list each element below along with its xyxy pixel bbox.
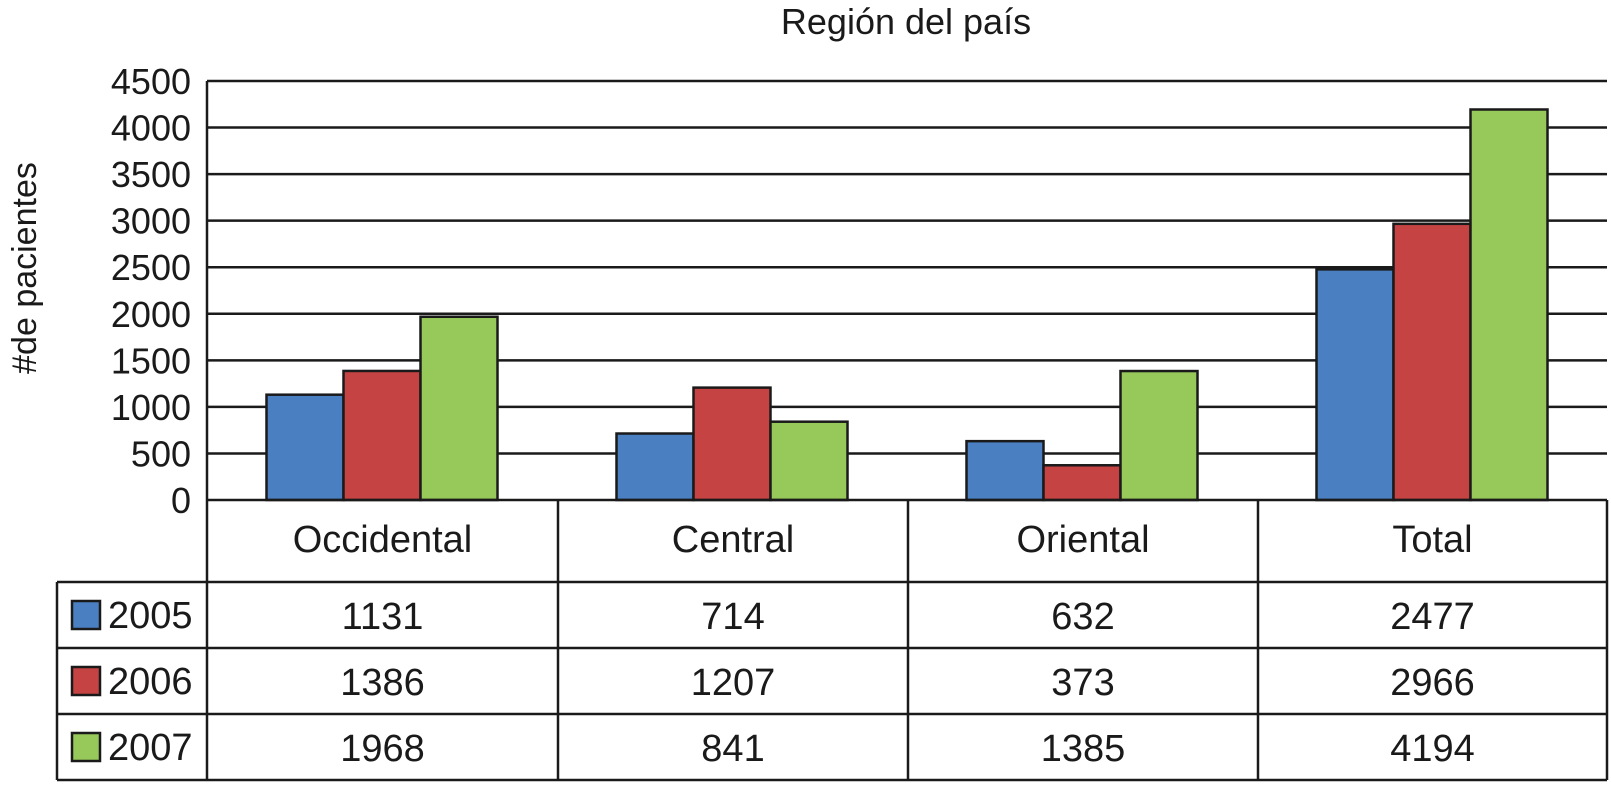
y-tick-label: 4000: [111, 108, 191, 149]
legend-swatch-2006: [70, 665, 102, 697]
data-label: 4194: [1390, 728, 1475, 770]
data-label: 841: [701, 728, 764, 770]
chart-title: Región del país: [781, 1, 1031, 42]
legend-swatch-2005: [70, 599, 102, 631]
bar-2005-total: [1315, 268, 1395, 502]
data-label: 632: [1051, 596, 1114, 638]
y-axis-ticks: 0 500 1000 1500 2000 2500 3000 3500 4000 4500: [111, 61, 191, 521]
x-tick-label: Oriental: [1016, 519, 1149, 561]
bar-2007-occidental: [419, 315, 499, 502]
legend-swatch-2007: [70, 731, 102, 763]
bar-2005-central: [615, 432, 695, 502]
bar-2006-oriental: [1042, 464, 1122, 502]
bar-2007-central: [769, 420, 849, 502]
data-label: 1386: [340, 662, 425, 704]
bar-2006-total: [1392, 222, 1472, 502]
bar-2006-central: [692, 386, 772, 502]
x-tick-label: Total: [1392, 519, 1472, 561]
x-tick-label: Central: [672, 519, 795, 561]
data-label: 373: [1051, 662, 1114, 704]
data-label: 1131: [342, 596, 424, 638]
y-tick-label: 3500: [111, 154, 191, 195]
bar-2007-total: [1469, 108, 1549, 502]
x-tick-label: Occidental: [293, 519, 473, 561]
bars: [265, 108, 1549, 502]
data-label: 2966: [1390, 662, 1475, 704]
y-tick-label: 3000: [111, 201, 191, 242]
legend-label-2005: 2005: [108, 595, 193, 637]
bar-2005-occidental: [265, 393, 345, 502]
y-tick-label: 1500: [111, 340, 191, 381]
data-label: 1385: [1041, 728, 1126, 770]
legend-label-2006: 2006: [108, 661, 193, 703]
bar-2005-oriental: [965, 439, 1045, 502]
y-tick-label: 4500: [111, 61, 191, 102]
legend-label-2007: 2007: [108, 727, 193, 769]
bar-2006-occidental: [342, 369, 422, 502]
data-label: 1207: [691, 662, 776, 704]
data-label: 714: [701, 596, 764, 638]
y-tick-label: 0: [171, 480, 191, 521]
y-tick-label: 500: [131, 433, 191, 474]
y-tick-label: 2500: [111, 247, 191, 288]
data-label: 2477: [1390, 596, 1475, 638]
y-tick-label: 1000: [111, 387, 191, 428]
bar-2007-oriental: [1119, 369, 1199, 502]
y-axis-label: #de pacientes: [6, 162, 44, 374]
data-label: 1968: [340, 728, 425, 770]
y-tick-label: 2000: [111, 294, 191, 335]
data-table: Occidental Central Oriental Total 2005 1131 71…: [55, 498, 1609, 782]
